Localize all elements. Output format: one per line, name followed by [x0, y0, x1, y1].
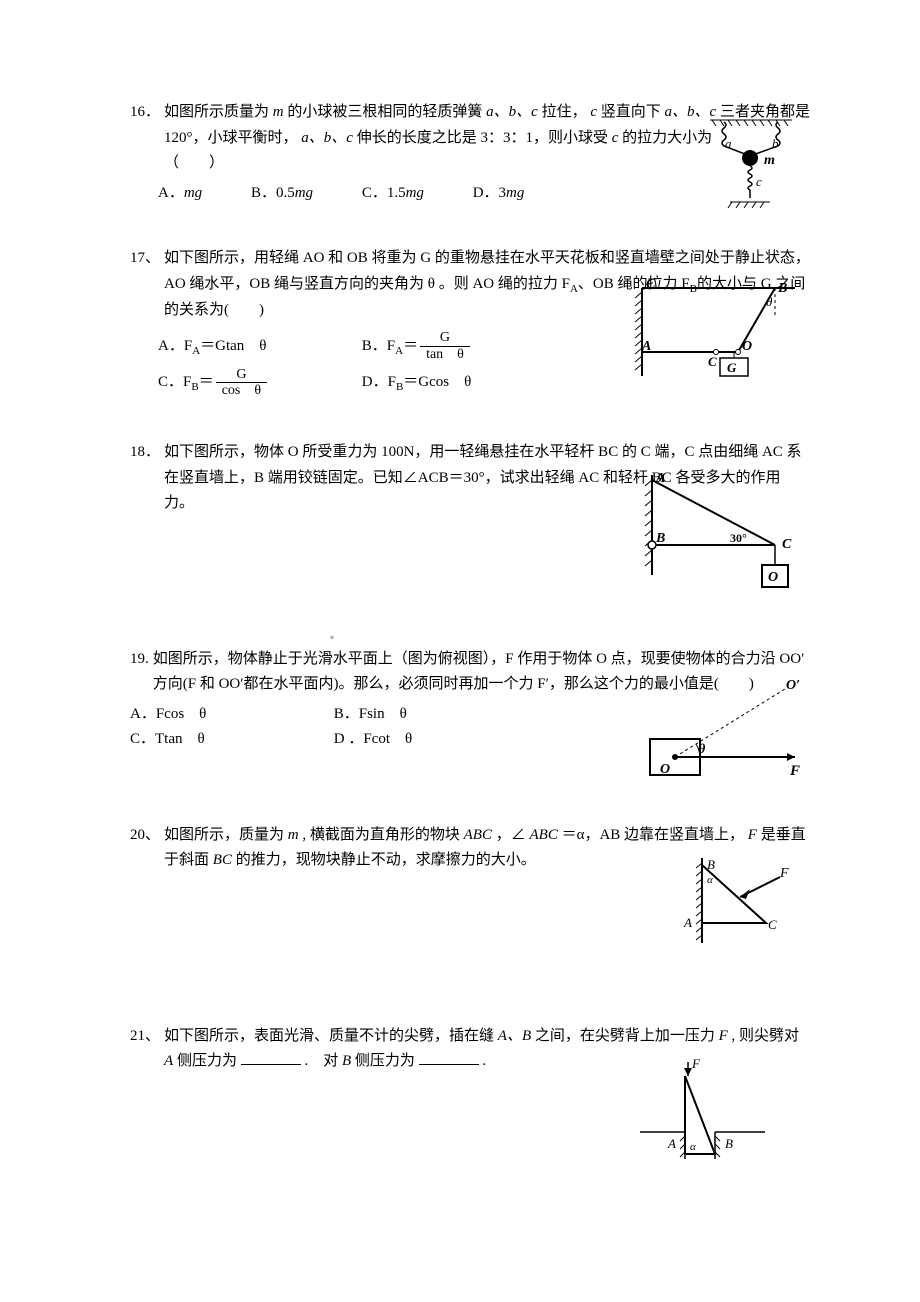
- svg-text:G: G: [727, 360, 737, 375]
- option-A: A．FA＝Gtan θ: [158, 328, 358, 364]
- option-D: D．3mg: [473, 185, 525, 201]
- diagram-16: a b m c: [690, 110, 810, 220]
- svg-text:O: O: [660, 762, 670, 777]
- svg-text:F: F: [691, 1056, 701, 1071]
- question-19: ▪ O O′ F θ 19. 如图所示，物体静止于光滑水平面上（图为俯视图），F…: [130, 647, 810, 783]
- question-number: 19.: [130, 647, 149, 673]
- svg-text:α: α: [707, 874, 713, 886]
- option-A: A．mg: [158, 185, 202, 201]
- svg-text:F: F: [779, 866, 789, 881]
- svg-text:C: C: [782, 537, 792, 552]
- diagram-21: F α A B: [630, 1054, 780, 1174]
- svg-text:θ: θ: [698, 742, 706, 757]
- svg-text:A: A: [655, 471, 665, 486]
- svg-text:c: c: [756, 174, 762, 189]
- svg-text:A: A: [667, 1136, 676, 1151]
- svg-text:O′: O′: [786, 678, 800, 693]
- option-B: B．Fsin θ: [334, 706, 407, 722]
- option-A: A．Fcos θ: [130, 702, 330, 728]
- svg-text:m: m: [764, 153, 775, 168]
- svg-text:θ: θ: [766, 294, 773, 309]
- question-17: C B θ A C O G 17、 如下图所示，用轻绳 AO 和 OB 将重为 …: [130, 246, 810, 400]
- svg-text:C: C: [768, 917, 777, 932]
- question-number: 21、: [130, 1024, 160, 1050]
- svg-text:b: b: [772, 136, 779, 151]
- option-C: C．1.5mg: [362, 185, 424, 201]
- svg-text:B: B: [725, 1136, 733, 1151]
- svg-text:C: C: [646, 277, 656, 292]
- svg-text:A: A: [683, 915, 692, 930]
- question-16: a b m c 16． 如图所示质量为 m 的小球被三根相同的轻质弹簧 a、b、…: [130, 100, 810, 206]
- svg-text:α: α: [690, 1141, 696, 1153]
- option-C: C．Ttan θ: [130, 727, 330, 753]
- svg-text:F: F: [789, 763, 800, 779]
- diagram-18: A B C 30° O: [630, 470, 810, 600]
- diagram-19: O O′ F θ: [640, 677, 810, 787]
- question-20: B A C F α 20、 如图所示，质量为 m , 横截面为直角形的物块 AB…: [130, 823, 810, 984]
- question-21: F α A B 21、 如下图所示，表面光滑、质量不计的尖劈，插在缝 A、B 之…: [130, 1024, 810, 1175]
- option-B: B．FA＝Gtan θ: [362, 338, 472, 354]
- question-number: 17、: [130, 246, 160, 272]
- question-number: 20、: [130, 823, 160, 849]
- svg-text:B: B: [777, 281, 787, 296]
- question-number: 16．: [130, 100, 160, 126]
- svg-text:a: a: [725, 136, 732, 151]
- option-D: D ．Fcot θ: [334, 731, 412, 747]
- svg-text:O: O: [742, 339, 752, 354]
- fill-blank[interactable]: [419, 1049, 479, 1065]
- watermark-dot-icon: ▪: [330, 627, 334, 647]
- question-18: A B C 30° O 18． 如下图所示，物体 O 所受重力为 100N，用一…: [130, 440, 810, 607]
- fill-blank[interactable]: [241, 1049, 301, 1065]
- svg-text:A: A: [641, 339, 651, 354]
- option-D: D．FB＝Gcos θ: [362, 374, 472, 390]
- svg-text:C: C: [708, 354, 717, 369]
- question-number: 18．: [130, 440, 160, 466]
- svg-text:B: B: [707, 857, 715, 872]
- option-B: B．0.5mg: [251, 185, 313, 201]
- svg-text:30°: 30°: [730, 531, 747, 545]
- diagram-20: B A C F α: [680, 853, 800, 948]
- option-C: C．FB＝Gcos θ: [158, 364, 358, 400]
- diagram-17: C B θ A C O G: [620, 276, 810, 386]
- svg-text:B: B: [655, 531, 665, 546]
- svg-text:O: O: [768, 570, 778, 585]
